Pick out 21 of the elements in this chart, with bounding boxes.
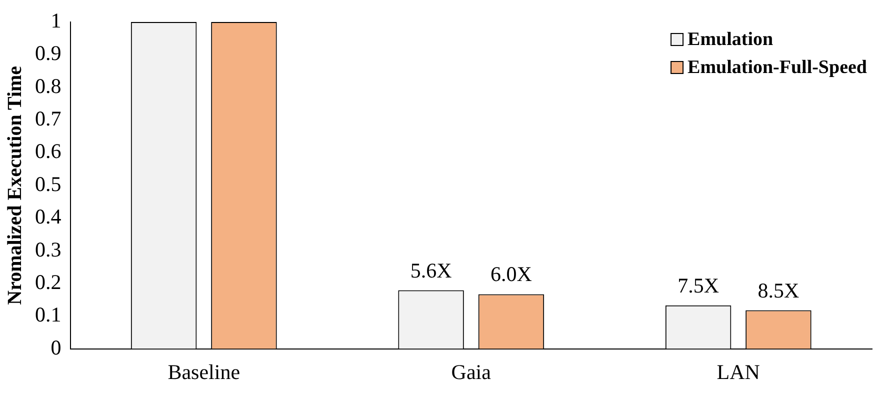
y-tick-label: 0.6 [35,139,62,164]
annotation: 5.6X [410,258,452,282]
legend-label: Emulation [688,28,774,50]
legend-label: Emulation-Full-Speed [688,56,868,78]
y-tick-label: 0.5 [35,172,62,196]
y-tick-label: 0.9 [35,41,62,66]
y-tick-label: 1 [50,8,62,33]
y-tick-label: 0.3 [35,237,62,262]
y-tick-label: 0 [50,335,62,360]
y-tick-label: 0.1 [35,302,62,327]
x-tick-label: Baseline [168,360,240,384]
annotation: 8.5X [758,278,800,302]
x-tick-label: LAN [716,360,760,384]
y-tick-label: 0.7 [35,106,62,131]
x-tick-label: Gaia [451,360,492,384]
y-tick-label: 0.4 [35,204,62,229]
annotation: 7.5X [678,273,719,298]
y-tick-label: 0.8 [35,74,62,98]
y-axis-title: Nromalized Execution Time [4,66,26,305]
y-tick-label: 0.2 [35,270,62,294]
annotation: 6.0X [490,262,532,286]
